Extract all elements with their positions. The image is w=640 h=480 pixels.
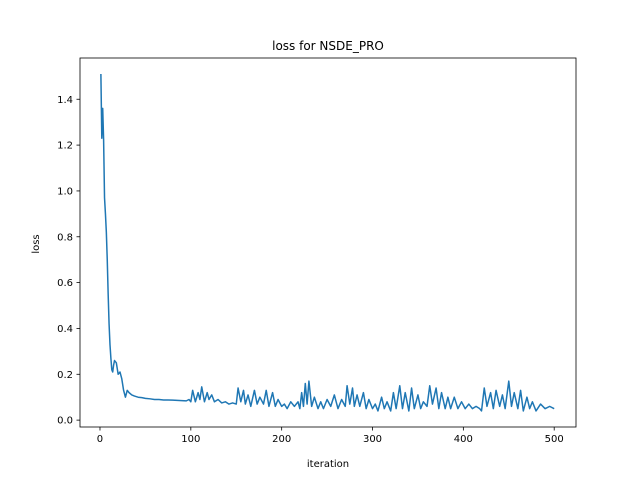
x-axis-label: iteration (307, 459, 349, 470)
x-tick-label: 300 (363, 434, 382, 445)
x-tick-label: 500 (545, 434, 564, 445)
series-layer (100, 74, 555, 412)
y-tick-label: 0.6 (57, 278, 73, 289)
y-tick-label: 1.2 (57, 141, 73, 152)
y-tick-label: 0.2 (57, 370, 73, 381)
series-line-0 (100, 74, 555, 412)
axes-frame (79, 57, 577, 428)
x-tick-label: 100 (181, 434, 200, 445)
y-tick-label: 1.4 (57, 95, 73, 106)
x-tick-label: 0 (97, 434, 103, 445)
x-tick-label: 400 (454, 434, 473, 445)
y-axis-label: loss (31, 234, 42, 253)
y-axis-ticks: 0.0 0.2 0.4 0.6 0.8 1.0 1.2 1.4 (57, 95, 80, 427)
y-tick-label: 0.8 (57, 232, 73, 243)
chart-title: loss for NSDE_PRO (272, 39, 384, 53)
y-tick-label: 1.0 (57, 186, 73, 197)
y-tick-label: 0.0 (57, 416, 73, 427)
x-axis-ticks: 0 100 200 300 400 500 (97, 427, 564, 445)
x-tick-label: 200 (272, 434, 291, 445)
plot-area: 0 100 200 300 400 500 0.0 0.2 0.4 0.6 0.8 1.0 1.2 1.… (57, 57, 577, 445)
y-tick-label: 0.4 (57, 324, 73, 335)
